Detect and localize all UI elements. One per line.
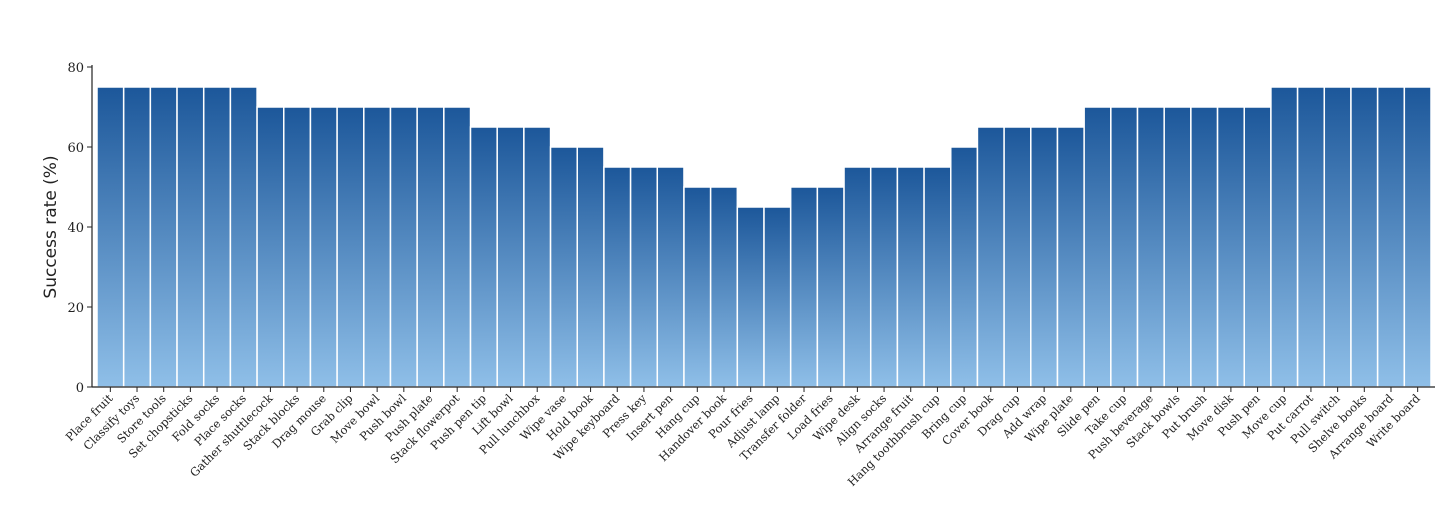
bar: [1243, 106, 1272, 388]
bar: [1323, 86, 1352, 388]
bar: [469, 126, 498, 388]
bar: [683, 186, 712, 388]
bar: [1110, 106, 1139, 388]
bar: [309, 106, 338, 388]
bar: [389, 106, 418, 388]
bar: [443, 106, 472, 388]
bar: [523, 126, 552, 388]
bar: [576, 146, 605, 388]
bar: [763, 206, 792, 388]
bar: [923, 166, 952, 388]
bar: [202, 86, 232, 388]
bar: [1296, 86, 1326, 388]
bar: [122, 86, 152, 388]
bar: [1136, 106, 1165, 388]
bar: [176, 86, 205, 388]
bar: [1350, 86, 1379, 388]
bar: [363, 106, 392, 388]
y-tick-label: 0: [76, 381, 84, 396]
bar: [229, 86, 258, 388]
y-tick-label: 80: [67, 61, 84, 76]
bar: [709, 186, 739, 388]
bar: [1376, 86, 1406, 388]
y-axis-label: Success rate (%): [41, 155, 61, 298]
bar: [896, 166, 925, 388]
bar: [1403, 86, 1432, 388]
bar: [950, 146, 979, 388]
bar: [1030, 126, 1059, 388]
bar: [843, 166, 872, 388]
bar: [1163, 106, 1192, 388]
bar: [1190, 106, 1219, 388]
y-tick-label: 20: [67, 301, 84, 316]
bar: [603, 166, 632, 388]
bar: [976, 126, 1005, 388]
bar: [629, 166, 659, 388]
bar: [1270, 86, 1299, 388]
bar: [736, 206, 765, 388]
bar: [869, 166, 899, 388]
bar: [789, 186, 819, 388]
bar: [283, 106, 312, 388]
bar: [96, 86, 125, 388]
bar: [656, 166, 685, 388]
bar: [256, 106, 285, 388]
bar: [1083, 106, 1112, 388]
bar: [1216, 106, 1245, 388]
y-tick-label: 40: [67, 221, 84, 236]
bar: [549, 146, 578, 388]
bar: [496, 126, 525, 388]
bar: [416, 106, 445, 388]
bar: [336, 106, 365, 388]
bar: [816, 186, 845, 388]
bar: [1003, 126, 1032, 388]
bar: [149, 86, 178, 388]
y-tick-label: 60: [67, 141, 84, 156]
bar: [1056, 126, 1085, 388]
